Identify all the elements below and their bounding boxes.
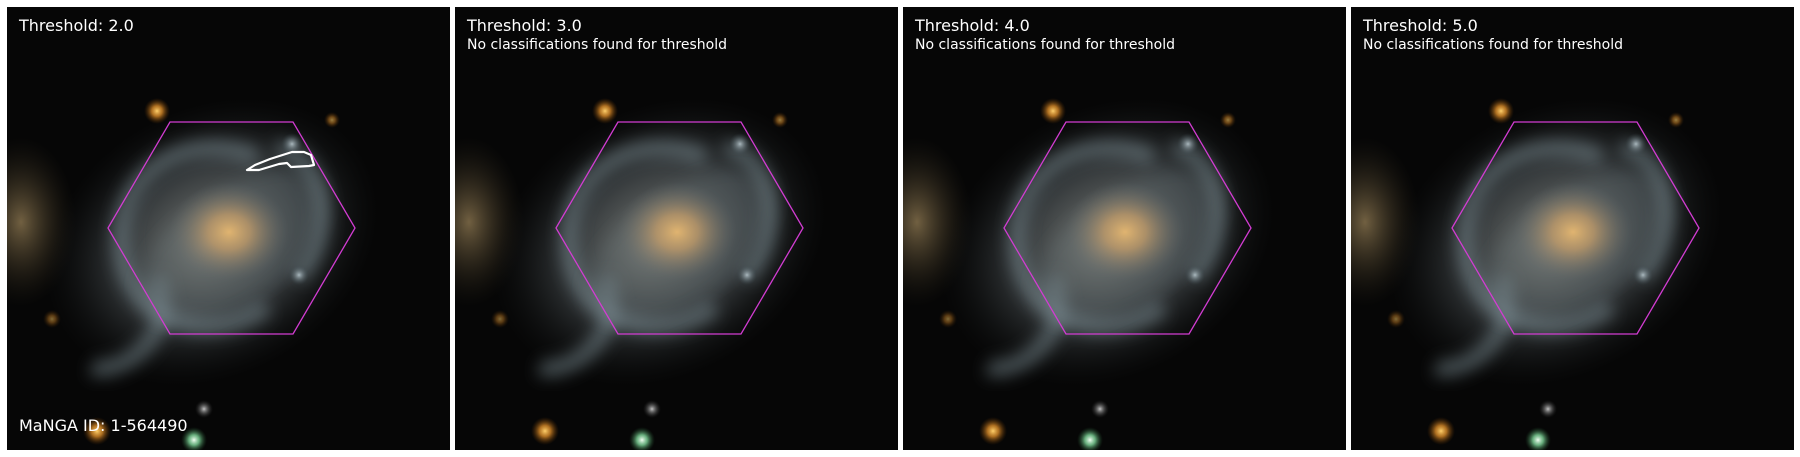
- image-panel-threshold-2: Threshold: 2.0 MaNGA ID: 1-564490: [7, 7, 450, 450]
- image-panel-threshold-3: Threshold: 3.0 No classifications found …: [455, 7, 898, 450]
- image-panel-threshold-5: Threshold: 5.0 No classifications found …: [1351, 7, 1794, 450]
- no-classifications-note: No classifications found for threshold: [1363, 37, 1623, 53]
- image-panel-threshold-4: Threshold: 4.0 No classifications found …: [903, 7, 1346, 450]
- threshold-label: Threshold: 4.0: [915, 16, 1030, 35]
- galaxy-image: [7, 7, 450, 450]
- ifu-hexagon: [107, 121, 356, 335]
- ifu-hexagon: [555, 121, 804, 335]
- no-classifications-note: No classifications found for threshold: [467, 37, 727, 53]
- ifu-hexagon: [1451, 121, 1700, 335]
- threshold-label: Threshold: 3.0: [467, 16, 582, 35]
- galaxy-image: [455, 7, 898, 450]
- no-classifications-note: No classifications found for threshold: [915, 37, 1175, 53]
- galaxy-image: [903, 7, 1346, 450]
- threshold-label: Threshold: 2.0: [19, 16, 134, 35]
- classification-contour: [245, 150, 316, 172]
- galaxy-image: [1351, 7, 1794, 450]
- manga-id-label: MaNGA ID: 1-564490: [19, 416, 188, 435]
- threshold-label: Threshold: 5.0: [1363, 16, 1478, 35]
- ifu-hexagon: [1003, 121, 1252, 335]
